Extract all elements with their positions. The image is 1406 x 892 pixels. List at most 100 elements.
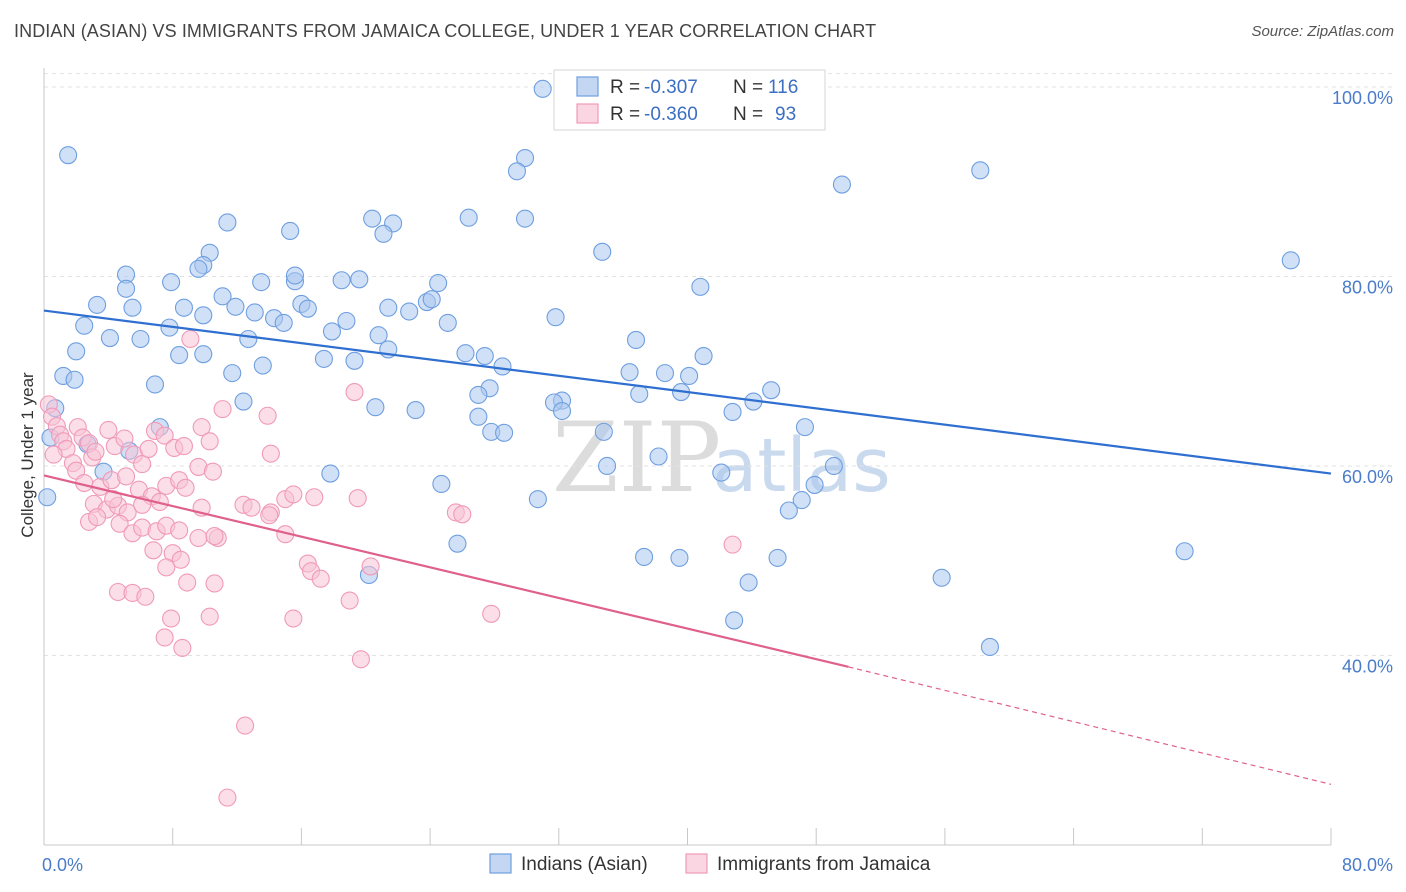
data-point [438,313,457,332]
data-point [348,489,367,508]
data-point [552,401,572,421]
legend-n-value-1: 116 [768,77,798,98]
data-point [337,311,356,331]
data-point [400,302,419,321]
data-point [194,306,213,325]
data-point [260,506,279,525]
data-point [795,418,814,437]
data-point [824,456,843,476]
data-point [456,344,475,363]
data-point [200,432,219,451]
data-point [157,558,176,577]
data-point [322,322,342,341]
y-tick-label: 40.0% [1342,656,1393,676]
data-point [630,384,649,404]
data-point [144,541,163,560]
data-point [1175,542,1194,561]
data-point [174,437,194,456]
data-point [155,426,174,445]
bottom-legend-label-indians: Indians (Asian) [521,854,648,875]
data-point [176,478,195,497]
data-point [131,329,150,349]
legend-n-label-2: N = [733,104,763,125]
data-point [115,429,134,448]
data-point [626,330,646,350]
data-point [284,485,303,504]
data-point [1281,251,1300,270]
data-point [162,609,181,628]
bottom-legend-label-jamaica: Immigrants from Jamaica [717,854,931,875]
bottom-legend-swatch-jamaica [685,853,708,874]
data-point [459,208,478,227]
data-point [805,475,824,494]
data-point [189,528,208,548]
data-point [110,514,129,533]
trend-line-extension [848,666,1332,785]
data-point [374,224,393,243]
data-point [321,464,340,483]
data-point [712,463,731,482]
data-point [162,273,181,292]
data-point [406,401,425,420]
data-point [432,474,451,494]
series-indians-asian-points [38,79,1300,657]
gridlines [44,73,1395,656]
data-point [284,609,303,628]
data-point [136,587,155,606]
data-point [65,370,84,389]
correlation-legend: R = -0.307 N = 116 R = -0.360 N = 93 [553,69,826,131]
data-point [203,462,222,481]
data-point [594,422,613,441]
y-tick-label: 60.0% [1342,467,1393,487]
data-point [546,308,565,327]
data-point [332,271,351,290]
data-point [980,637,999,657]
data-point [345,383,364,402]
data-point [181,329,200,349]
data-point [75,316,94,335]
data-point [691,277,710,296]
data-point [173,638,192,657]
data-point [205,574,224,593]
data-point [762,381,781,400]
data-point [363,209,382,228]
data-point [218,788,237,807]
legend-n-value-2: 93 [775,104,796,125]
data-point [593,242,612,261]
data-point [768,548,787,567]
data-point [218,213,237,232]
data-point [100,329,120,348]
data-point [258,406,277,425]
data-point [739,573,758,592]
legend-r-label-2: R = [610,104,640,125]
data-point [723,535,742,554]
data-point [213,400,232,419]
data-point [252,273,271,292]
data-point [482,604,501,623]
data-point [345,351,364,370]
data-point [88,295,107,314]
data-point [670,548,689,567]
legend-r-value-2: -0.360 [644,104,698,125]
data-point [234,392,253,411]
legend-r-label-1: R = [610,77,640,98]
data-point [932,568,951,587]
data-point [192,418,211,437]
legend-swatch-indians [576,76,599,97]
data-point [694,347,713,366]
data-point [305,488,324,507]
data-point [170,521,189,540]
y-tick-label: 100.0% [1332,88,1393,108]
data-point [495,423,514,442]
data-point [723,402,742,422]
data-point [226,297,245,316]
data-point [298,299,317,318]
data-point [971,161,990,180]
data-point [361,557,380,576]
data-point [242,498,261,517]
data-point [528,490,547,509]
chart-title: INDIAN (ASIAN) VS IMMIGRANTS FROM JAMAIC… [14,21,877,41]
data-point [44,445,63,464]
x-tick-label-min: 0.0% [42,855,83,875]
data-point [116,467,136,486]
